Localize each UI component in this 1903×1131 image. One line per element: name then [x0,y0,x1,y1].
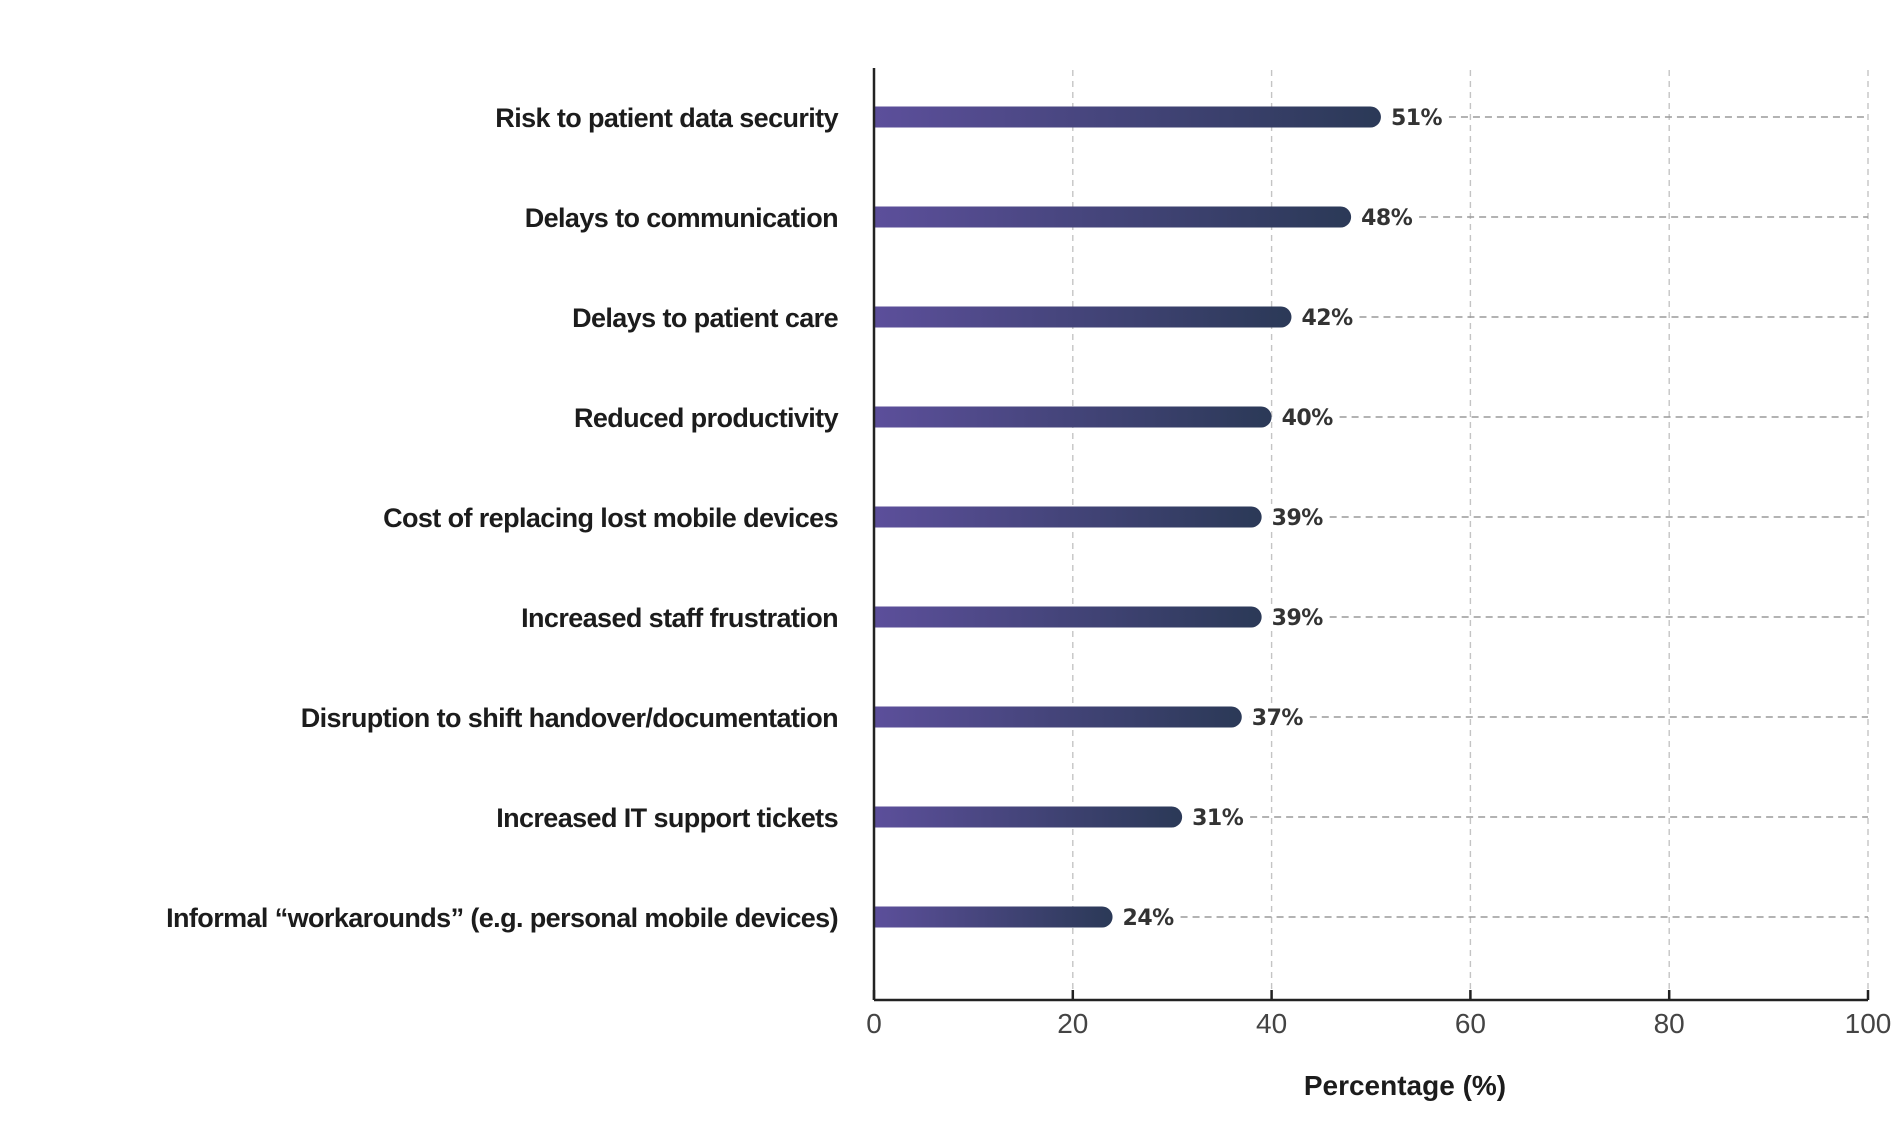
x-axis: 0 20 40 60 80 100 [866,68,1891,1039]
value-label-background [1120,904,1179,930]
category-label: Disruption to shift handover/documentati… [301,703,838,733]
bars [874,106,1381,928]
bar [874,306,1292,328]
bar [874,806,1183,828]
bar [874,106,1381,128]
value-label: 42% [1301,306,1353,331]
category-label: Reduced productivity [574,403,839,433]
x-tick-label: 80 [1654,1008,1685,1039]
bar [874,706,1242,728]
category-label: Increased staff frustration [521,603,838,633]
x-axis-title: Percentage (%) [1304,1070,1506,1101]
bar [874,906,1113,928]
value-label-background [1279,404,1338,430]
category-label: Informal “workarounds” (e.g. personal mo… [166,903,838,933]
x-tick-label: 60 [1455,1008,1486,1039]
x-tick-label: 40 [1256,1008,1287,1039]
x-tick-label: 20 [1057,1008,1088,1039]
category-label: Delays to patient care [572,303,838,333]
value-label-background [1359,204,1418,230]
value-label: 31% [1192,806,1244,831]
x-tick-label: 0 [866,1008,882,1039]
value-label-background [1388,104,1447,130]
value-label-background [1249,704,1308,730]
category-label: Increased IT support tickets [496,803,838,833]
value-label: 40% [1282,406,1334,431]
value-label: 39% [1272,506,1324,531]
bar [874,606,1262,628]
bar [874,406,1272,428]
value-label-background [1190,804,1249,830]
value-label: 24% [1123,906,1175,931]
category-labels: Risk to patient data security Delays to c… [166,103,839,933]
value-label: 48% [1361,206,1413,231]
value-label: 51% [1391,106,1443,131]
x-tick-label: 100 [1845,1008,1892,1039]
value-labels: 51% 48% 42% 40% 39% 39% 37% 31% 24% [1120,104,1447,931]
value-label: 37% [1252,706,1304,731]
bar [874,206,1352,228]
category-label: Cost of replacing lost mobile devices [383,503,838,533]
value-label-background [1269,504,1328,530]
value-label-background [1269,604,1328,630]
category-label: Delays to communication [525,203,838,233]
bar [874,506,1262,528]
category-label: Risk to patient data security [495,103,838,133]
value-label-background [1299,304,1358,330]
value-label: 39% [1272,606,1324,631]
